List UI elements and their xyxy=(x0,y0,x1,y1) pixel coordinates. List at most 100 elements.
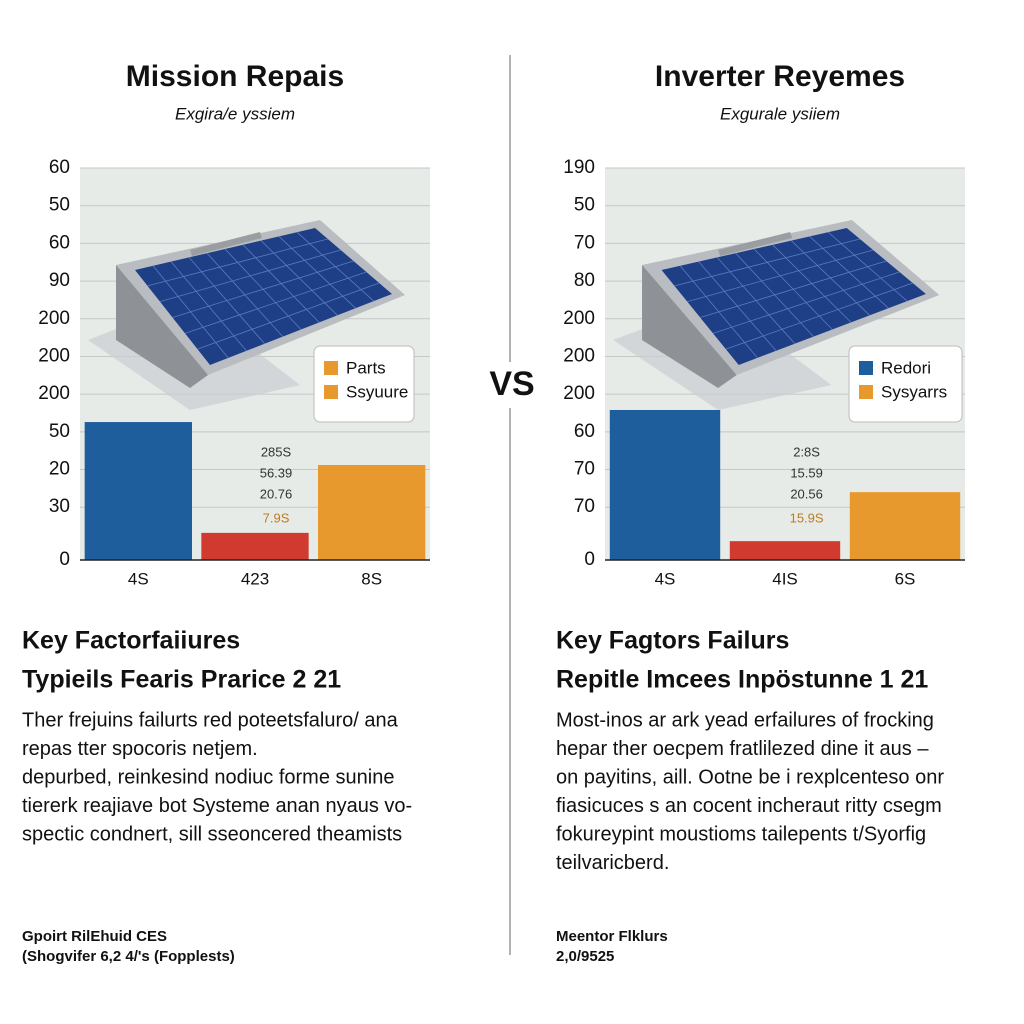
section-heading: Key Factorfaiiures xyxy=(22,627,240,655)
legend-swatch xyxy=(859,361,873,375)
y-tick-label: 30 xyxy=(49,496,70,517)
panel-bar xyxy=(190,232,262,256)
annotation: 7.9S xyxy=(263,510,290,525)
panel-bar xyxy=(718,232,793,256)
annotation: 56.39 xyxy=(260,465,293,480)
section-subheading: Typieils Fearis Prarice 2 21 xyxy=(22,666,341,694)
paragraph-line: fiasicuces s an cocent incheraut ritty c… xyxy=(556,795,942,817)
bar xyxy=(729,541,841,560)
paragraph-line: Ther frejuins failurts red poteetsfaluro… xyxy=(22,709,399,731)
footer-line: Gpoirt RilEhuid CES xyxy=(22,928,167,945)
chart-title: Inverter Reyemes xyxy=(655,60,905,93)
bar xyxy=(84,422,192,560)
paragraph-line: hepar ther oecpem fratlilezed dine it au… xyxy=(556,738,929,760)
legend-label: Parts xyxy=(346,358,386,377)
y-tick-label: 200 xyxy=(38,308,70,329)
panel-cell-line xyxy=(206,252,284,337)
y-tick-label: 200 xyxy=(38,383,70,404)
y-tick-label: 200 xyxy=(38,345,70,366)
legend-swatch xyxy=(859,385,873,399)
paragraph-line: repas tter spocoris netjem. xyxy=(22,738,258,760)
chart-subtitle: Exgira/e yssiem xyxy=(175,104,295,123)
annotation: 20.56 xyxy=(790,486,823,501)
panel-cell-line xyxy=(809,236,889,309)
footer-line: Meentor Flklurs xyxy=(556,928,668,945)
vs-label: VS xyxy=(489,365,534,403)
panel-cell-line xyxy=(278,236,356,309)
x-tick-label: 8S xyxy=(361,569,382,588)
y-tick-label: 0 xyxy=(59,549,70,570)
bar xyxy=(201,532,309,560)
bar xyxy=(318,465,426,560)
y-tick-label: 80 xyxy=(574,270,595,291)
y-tick-label: 50 xyxy=(49,195,70,216)
y-tick-label: 190 xyxy=(563,157,595,178)
annotation: 15.9S xyxy=(790,510,824,525)
panel-cell-line xyxy=(735,252,814,337)
y-tick-label: 0 xyxy=(584,549,595,570)
panel-cell-line xyxy=(772,244,852,323)
annotation: 15.59 xyxy=(790,465,823,480)
legend-swatch xyxy=(324,385,338,399)
section-heading: Key Fagtors Failurs xyxy=(556,627,789,655)
legend-box xyxy=(848,345,963,423)
paragraph-line: spectic condnert, sill sseoncered theami… xyxy=(22,823,402,845)
panel-stand xyxy=(642,265,737,388)
paragraph-line: on payitins, aill. Ootne be i rexplcente… xyxy=(556,766,944,788)
y-tick-label: 60 xyxy=(49,232,70,253)
annotation: 2:8S xyxy=(793,444,820,459)
x-tick-label: 4IS xyxy=(772,569,798,588)
paragraph-line: teilvaricberd. xyxy=(556,852,669,874)
y-tick-label: 60 xyxy=(49,157,70,178)
paragraph-line: depurbed, reinkesind nodiuc forme sunine xyxy=(22,766,394,788)
chart-title: Mission Repais xyxy=(126,60,344,93)
bar xyxy=(849,492,961,560)
vs-bg xyxy=(480,362,544,408)
panel-cells xyxy=(661,228,926,365)
panel-cell-line xyxy=(152,265,229,359)
panel-cell-line xyxy=(260,240,338,316)
y-tick-label: 70 xyxy=(574,459,595,480)
panel-cell-line xyxy=(698,261,777,352)
legend-box xyxy=(313,345,415,423)
annotation: 285S xyxy=(261,444,292,459)
x-tick-label: 423 xyxy=(241,569,269,588)
legend-label: Redori xyxy=(881,358,931,377)
y-tick-label: 90 xyxy=(49,270,70,291)
panel-cell-line xyxy=(224,248,302,330)
x-tick-label: 4S xyxy=(655,569,676,588)
y-tick-label: 70 xyxy=(574,496,595,517)
y-tick-label: 60 xyxy=(574,421,595,442)
panel-cell-line xyxy=(296,231,375,302)
chart-subtitle: Exgurale ysiiem xyxy=(720,104,840,123)
x-tick-label: 4S xyxy=(128,569,149,588)
panel-cell-line xyxy=(188,257,265,344)
y-tick-label: 200 xyxy=(563,383,595,404)
annotation: 20.76 xyxy=(260,486,293,501)
bar xyxy=(609,409,721,560)
panel-cells xyxy=(135,228,392,365)
paragraph-line: tiererk reajiave bot Systeme anan nyaus … xyxy=(22,795,412,817)
panel-cell-line xyxy=(790,240,871,316)
y-tick-label: 50 xyxy=(49,421,70,442)
solar-panel-illustration xyxy=(613,220,940,410)
y-tick-label: 20 xyxy=(49,459,70,480)
solar-panel-illustration xyxy=(88,220,405,410)
section-subheading: Repitle Imcees Inpöstunne 1 21 xyxy=(556,666,928,694)
footer-line: 2,0/9525 xyxy=(556,948,614,965)
footer-line: (Shogvifer 6,2 4/'s (Fopplests) xyxy=(22,948,235,965)
paragraph-line: fokureypint moustioms tailepents t/Syorf… xyxy=(556,823,926,845)
panel-cell-line xyxy=(170,261,247,352)
panel-cell-line xyxy=(716,257,796,344)
panel-cell-line xyxy=(679,265,758,359)
legend-label: Ssyuure xyxy=(346,382,408,401)
legend-label: Sysyarrs xyxy=(881,382,947,401)
panel-stand xyxy=(116,265,208,388)
panel-cell-line xyxy=(242,244,320,323)
y-tick-label: 200 xyxy=(563,308,595,329)
panel-cell-line xyxy=(753,248,833,330)
legend-swatch xyxy=(324,361,338,375)
paragraph-line: Most-inos ar ark yead erfailures of froc… xyxy=(556,709,934,731)
